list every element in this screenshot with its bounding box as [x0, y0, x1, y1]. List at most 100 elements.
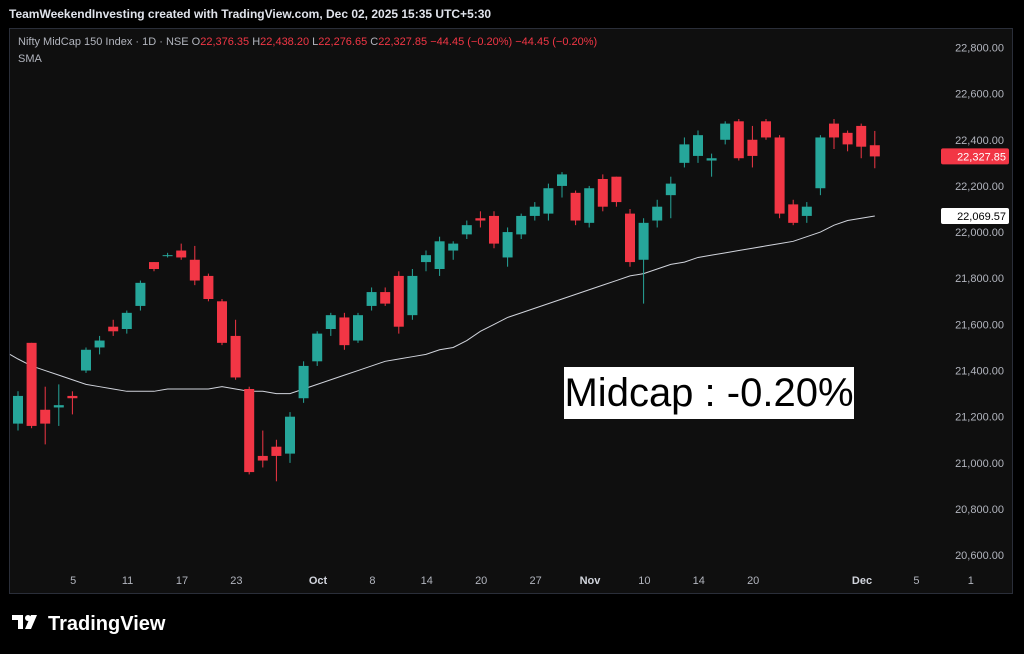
candle-body: [502, 232, 513, 258]
candle: [285, 412, 295, 463]
candle: [597, 174, 608, 212]
y-tick-label: 21,000.00: [955, 458, 1004, 470]
x-tick-label: 10: [638, 575, 650, 587]
candle-body: [856, 125, 867, 147]
candle: [353, 312, 363, 343]
x-tick-label: 14: [693, 575, 705, 587]
candle-body: [40, 409, 51, 424]
candle-body: [788, 204, 799, 223]
candle-body: [625, 213, 635, 263]
candle-body: [489, 215, 499, 244]
candle-body: [189, 259, 200, 281]
candle: [121, 310, 132, 334]
candle: [747, 125, 758, 168]
y-tick-label: 22,800.00: [955, 42, 1004, 54]
candle-body: [271, 446, 282, 456]
candle-body: [366, 292, 377, 306]
x-tick-label: 17: [176, 575, 188, 587]
candle: [312, 331, 323, 366]
x-tick-label: 23: [230, 575, 242, 587]
candle: [26, 342, 37, 429]
x-tick-label: Dec: [852, 575, 872, 587]
candle-body: [121, 312, 132, 329]
candle: [149, 262, 159, 272]
candle: [815, 135, 826, 196]
candle-body: [203, 275, 214, 299]
candle: [366, 287, 377, 311]
candle-body: [842, 132, 853, 145]
candle-body: [26, 342, 37, 426]
candle: [570, 190, 581, 226]
sma-layer: [9, 215, 875, 395]
candle-body: [693, 135, 703, 156]
y-tick-label: 21,800.00: [955, 273, 1004, 285]
candle: [856, 123, 867, 159]
candle-body: [244, 389, 255, 473]
tradingview-logo-icon: [12, 615, 37, 629]
candle-body: [162, 255, 173, 257]
candle-body: [257, 455, 268, 461]
candle: [298, 361, 309, 403]
y-tick-label: 22,200.00: [955, 181, 1004, 193]
candle: [94, 335, 105, 355]
candle-body: [217, 301, 227, 343]
candle: [162, 252, 173, 258]
x-tick-label: 20: [747, 575, 759, 587]
y-tick-label: 20,600.00: [955, 550, 1004, 562]
close-label: C: [370, 36, 379, 48]
candle: [842, 130, 853, 152]
chart-legend: Nifty MidCap 150 Index · 1D · NSE O22,37…: [18, 36, 597, 48]
candle: [176, 243, 187, 260]
candle-body: [298, 365, 309, 399]
candle-body: [597, 179, 608, 207]
candle: [461, 220, 472, 239]
last-price-tag: 22,327.85: [941, 148, 1009, 165]
candle-body: [81, 349, 91, 371]
candle-body: [353, 315, 363, 341]
candle: [788, 199, 799, 226]
y-tick-label: 21,600.00: [955, 319, 1004, 331]
candle: [393, 271, 404, 334]
last-price-tag-bg: [941, 148, 1009, 165]
candle-body: [13, 395, 23, 424]
price-tags: 22,327.85 22,069.57: [941, 148, 1009, 225]
candle: [869, 130, 880, 169]
candle: [13, 391, 23, 431]
candle-body: [815, 137, 826, 189]
candle-body: [339, 317, 350, 346]
candle-body: [285, 416, 295, 454]
candle-body: [421, 255, 431, 263]
high-label: H: [252, 36, 261, 48]
candle: [665, 176, 676, 219]
candle: [380, 287, 391, 306]
chart-frame[interactable]: [9, 28, 1013, 594]
midcap-annotation: Midcap : -0.20%: [564, 367, 854, 419]
candle-body: [516, 215, 527, 235]
candle: [407, 269, 418, 320]
candle-body: [312, 333, 323, 362]
candle: [652, 199, 663, 228]
candle-body: [67, 395, 78, 399]
x-tick-label: 11: [122, 575, 133, 587]
x-tick-label: 8: [369, 575, 375, 587]
y-tick-label: 20,800.00: [955, 504, 1004, 516]
candle-body: [761, 121, 771, 138]
candle-body: [570, 192, 581, 221]
candle: [339, 312, 350, 350]
candle-body: [53, 405, 64, 408]
x-axis: 5 11 17 23 Oct 8 14 20 27 Nov 10 14 20 Dec 5 1: [70, 575, 974, 587]
sma-indicator-label[interactable]: SMA: [18, 53, 42, 65]
candle-body: [611, 176, 622, 203]
y-tick-label: 22,000.00: [955, 227, 1004, 239]
candle-body: [774, 137, 785, 214]
candle-body: [380, 292, 391, 304]
candle: [489, 211, 499, 249]
change-value: −44.45 (−0.20%): [430, 36, 513, 48]
candle: [720, 121, 731, 145]
candlestick-chart[interactable]: 22,800.00 22,600.00 22,400.00 22,200.00 22,0…: [0, 0, 1024, 596]
candle-body: [475, 218, 486, 221]
candle: [257, 430, 268, 468]
candle: [829, 119, 839, 149]
attribution-bar: TeamWeekendInvesting created with Tradin…: [0, 0, 1024, 28]
x-tick-label: 14: [421, 575, 433, 587]
